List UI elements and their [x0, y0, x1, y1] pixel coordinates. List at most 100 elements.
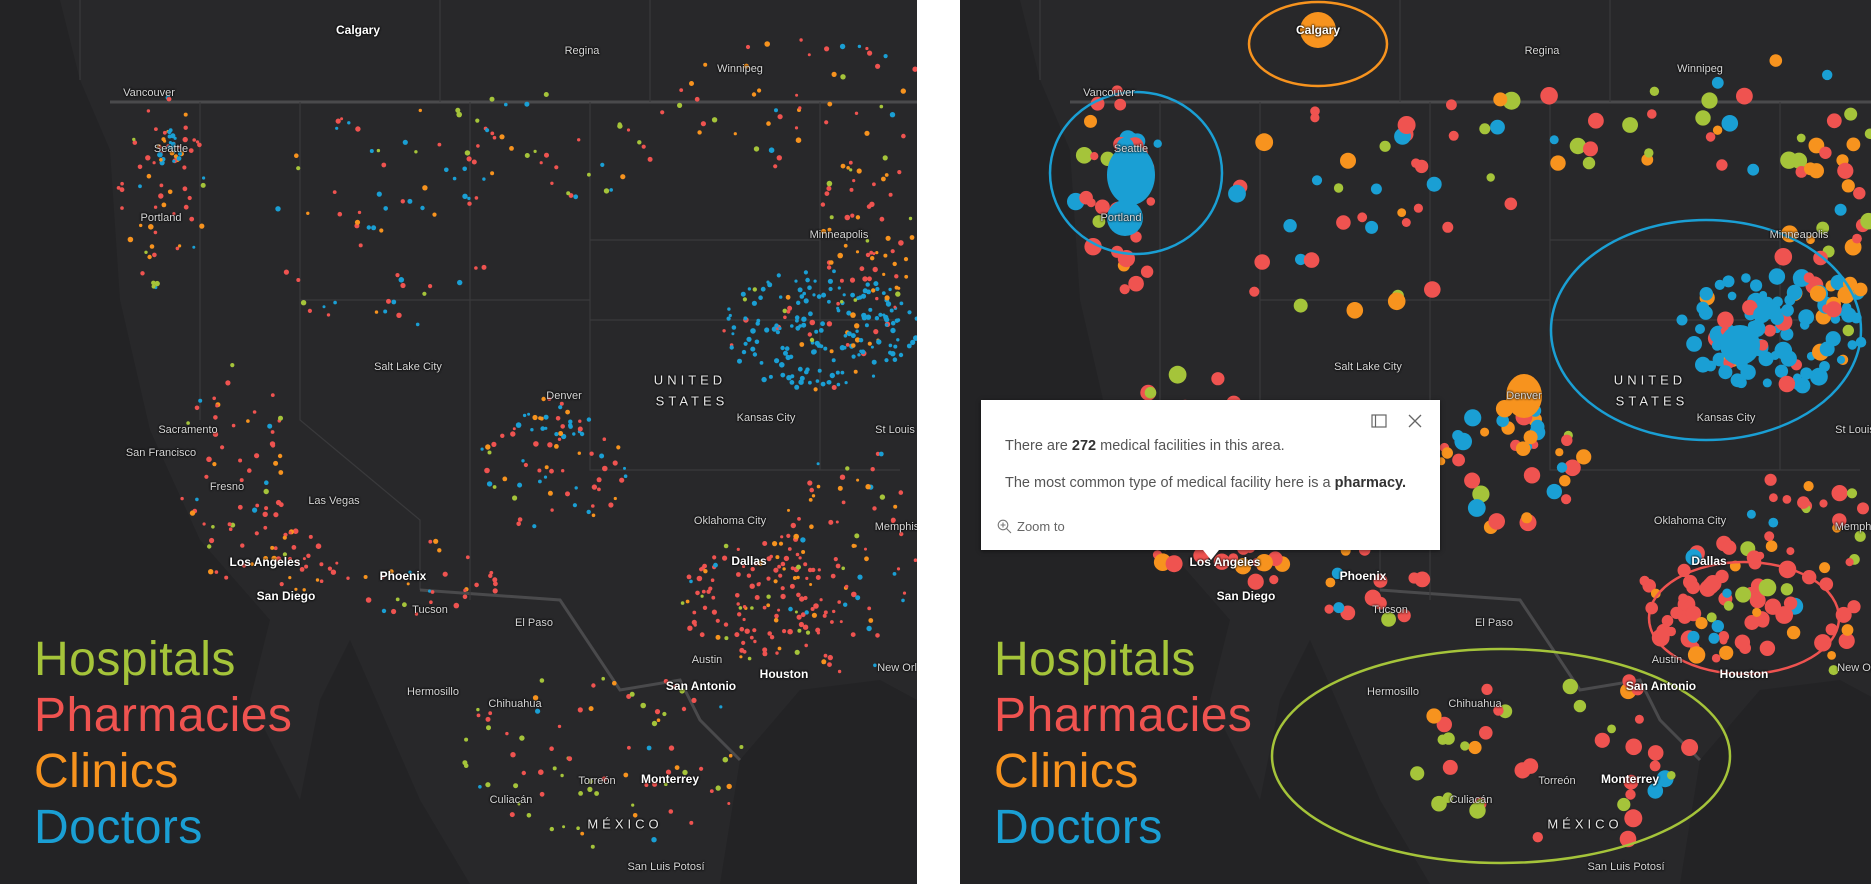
hospital-point[interactable] — [144, 250, 148, 254]
doctor-point[interactable] — [779, 295, 783, 299]
pharmacy-point[interactable] — [809, 319, 816, 326]
pharmacy-point[interactable] — [270, 393, 275, 397]
hospital-point[interactable] — [1780, 583, 1794, 596]
doctor-point[interactable] — [689, 579, 693, 584]
pharmacy-point[interactable] — [734, 632, 740, 638]
doctor-point[interactable] — [871, 359, 877, 365]
pharmacy-point[interactable] — [862, 276, 868, 282]
pharmacy-point[interactable] — [549, 468, 554, 474]
pharmacy-point[interactable] — [231, 423, 236, 428]
pharmacy-point[interactable] — [291, 545, 297, 550]
hospital-point[interactable] — [841, 566, 845, 571]
pharmacy-point[interactable] — [557, 724, 562, 729]
pharmacy-point[interactable] — [807, 53, 811, 57]
pharmacy-point[interactable] — [1625, 738, 1642, 756]
doctor-point[interactable] — [857, 574, 863, 580]
hospital-point[interactable] — [464, 737, 469, 742]
cluster-point[interactable] — [1506, 374, 1542, 418]
pharmacy-point[interactable] — [773, 164, 778, 169]
pharmacy-point[interactable] — [1847, 600, 1861, 614]
pharmacy-point[interactable] — [145, 155, 151, 161]
doctor-point[interactable] — [731, 325, 737, 330]
hospital-point[interactable] — [1381, 612, 1396, 627]
pharmacy-point[interactable] — [1401, 218, 1411, 227]
hospital-point[interactable] — [640, 702, 646, 709]
doctor-point[interactable] — [267, 423, 273, 429]
pharmacy-point[interactable] — [796, 614, 802, 620]
clinic-point[interactable] — [715, 634, 721, 640]
doctor-point[interactable] — [462, 193, 468, 199]
pharmacy-point[interactable] — [839, 620, 843, 624]
pharmacy-point[interactable] — [523, 462, 529, 468]
pharmacy-point[interactable] — [391, 608, 397, 615]
clinic-point[interactable] — [851, 343, 856, 348]
pharmacy-point[interactable] — [1852, 233, 1862, 244]
pharmacy-point[interactable] — [898, 490, 904, 495]
doctor-point[interactable] — [823, 346, 828, 351]
pharmacy-point[interactable] — [687, 625, 693, 631]
pharmacy-point[interactable] — [837, 669, 842, 674]
pharmacy-point[interactable] — [1588, 112, 1604, 129]
hospital-point[interactable] — [414, 150, 418, 154]
hospital-point[interactable] — [1701, 92, 1718, 109]
hospital-point[interactable] — [854, 533, 860, 539]
doctor-point[interactable] — [804, 369, 809, 375]
doctor-point[interactable] — [599, 453, 605, 459]
pharmacy-point[interactable] — [692, 610, 697, 615]
clinic-point[interactable] — [813, 387, 818, 392]
pharmacy-point[interactable] — [547, 397, 552, 401]
pharmacy-point[interactable] — [1734, 634, 1751, 650]
pharmacy-point[interactable] — [578, 419, 582, 423]
pharmacy-point[interactable] — [1532, 832, 1543, 843]
doctor-point[interactable] — [874, 316, 880, 321]
doctor-point[interactable] — [840, 370, 845, 375]
clinic-point[interactable] — [577, 451, 581, 455]
doctor-point[interactable] — [1711, 340, 1723, 351]
pharmacy-point[interactable] — [228, 527, 233, 531]
doctor-point[interactable] — [574, 486, 578, 490]
doctor-point[interactable] — [1770, 311, 1784, 325]
pharmacy-point[interactable] — [679, 88, 684, 92]
doctor-point[interactable] — [907, 310, 912, 315]
clinic-point[interactable] — [821, 228, 827, 235]
pharmacy-point[interactable] — [120, 206, 124, 210]
pharmacy-point[interactable] — [212, 431, 219, 437]
pharmacy-point[interactable] — [116, 186, 121, 190]
pharmacy-point[interactable] — [240, 543, 245, 548]
hospital-point[interactable] — [865, 239, 870, 243]
doctor-point[interactable] — [857, 44, 862, 49]
hospital-point[interactable] — [840, 300, 844, 304]
clinic-point[interactable] — [1712, 125, 1723, 135]
pharmacy-point[interactable] — [727, 802, 731, 805]
pharmacy-point[interactable] — [162, 130, 167, 135]
pharmacy-point[interactable] — [894, 274, 899, 279]
pharmacy-point[interactable] — [262, 511, 268, 517]
doctor-point[interactable] — [1847, 340, 1858, 350]
pharmacy-point[interactable] — [1622, 674, 1636, 688]
pharmacy-point[interactable] — [1819, 499, 1828, 508]
pharmacy-point[interactable] — [815, 627, 821, 633]
clinic-point[interactable] — [1521, 512, 1533, 524]
doctor-point[interactable] — [1822, 69, 1833, 81]
pharmacy-point[interactable] — [1774, 247, 1793, 266]
hospital-point[interactable] — [715, 785, 721, 791]
pharmacy-point[interactable] — [807, 567, 813, 573]
pharmacy-point[interactable] — [264, 506, 269, 511]
cluster-point[interactable] — [1720, 325, 1760, 365]
clinic-point[interactable] — [591, 513, 596, 518]
doctor-point[interactable] — [264, 480, 269, 486]
hospital-point[interactable] — [700, 594, 704, 598]
hospital-point[interactable] — [526, 813, 532, 818]
doctor-point[interactable] — [729, 345, 734, 350]
pharmacy-point[interactable] — [269, 441, 276, 447]
clinic-point[interactable] — [169, 150, 175, 156]
hospital-point[interactable] — [753, 146, 760, 152]
pharmacy-point[interactable] — [241, 563, 247, 568]
doctor-point[interactable] — [778, 326, 782, 331]
pharmacy-point[interactable] — [1764, 598, 1782, 615]
doctor-point[interactable] — [746, 336, 752, 342]
pharmacy-point[interactable] — [484, 467, 490, 474]
pharmacy-point[interactable] — [239, 478, 244, 483]
pharmacy-point[interactable] — [1561, 494, 1572, 505]
clinic-point[interactable] — [490, 171, 495, 176]
